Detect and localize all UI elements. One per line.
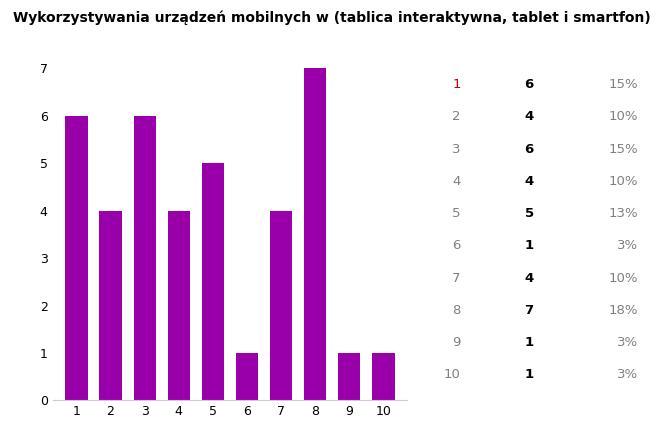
Text: 5: 5 [452, 207, 461, 220]
Text: 10%: 10% [609, 175, 638, 188]
Text: 4: 4 [524, 271, 533, 285]
Bar [99, 210, 122, 400]
Text: 4: 4 [524, 110, 533, 124]
Bar [133, 115, 156, 400]
Text: 6: 6 [453, 239, 461, 252]
Bar [338, 353, 361, 400]
Bar [168, 210, 190, 400]
Text: 3%: 3% [617, 368, 638, 381]
Text: 4: 4 [524, 175, 533, 188]
Text: 1: 1 [525, 239, 533, 252]
Text: 3%: 3% [617, 239, 638, 252]
Bar [202, 163, 224, 400]
Text: 7: 7 [525, 304, 533, 317]
Bar [270, 210, 292, 400]
Bar [65, 115, 87, 400]
Text: 18%: 18% [609, 304, 638, 317]
Text: Wykorzystywania urządzeń mobilnych w (tablica interaktywna, tablet i smartfon): Wykorzystywania urządzeń mobilnych w (ta… [13, 11, 651, 25]
Bar [373, 353, 395, 400]
Text: 10%: 10% [609, 110, 638, 124]
Text: 2: 2 [452, 110, 461, 124]
Text: 6: 6 [524, 143, 533, 155]
Text: 7: 7 [452, 271, 461, 285]
Text: 15%: 15% [608, 143, 638, 155]
Text: 10%: 10% [609, 271, 638, 285]
Text: 13%: 13% [608, 207, 638, 220]
Text: 3: 3 [452, 143, 461, 155]
Text: 1: 1 [525, 336, 533, 349]
Text: 15%: 15% [608, 78, 638, 91]
Text: 1: 1 [452, 78, 461, 91]
Text: 1: 1 [525, 368, 533, 381]
Text: 6: 6 [524, 78, 533, 91]
Text: 10: 10 [444, 368, 461, 381]
Bar [236, 353, 258, 400]
Bar [304, 68, 327, 400]
Text: 5: 5 [525, 207, 533, 220]
Text: 9: 9 [453, 336, 461, 349]
Text: 8: 8 [453, 304, 461, 317]
Text: 3%: 3% [617, 336, 638, 349]
Text: 4: 4 [453, 175, 461, 188]
